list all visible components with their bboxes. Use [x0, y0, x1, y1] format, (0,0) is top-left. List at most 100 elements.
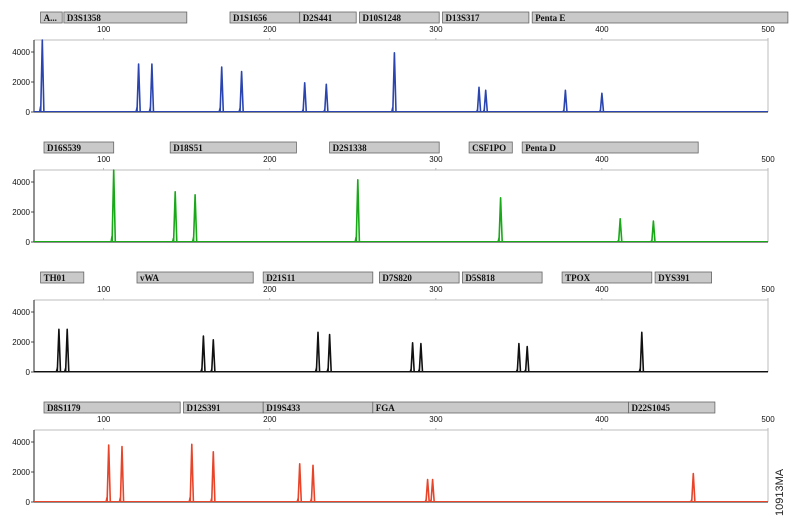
- stutter-peak: [209, 497, 213, 503]
- locus-label: D16S539: [47, 143, 82, 153]
- peak: [425, 478, 430, 503]
- locus-label: TH01: [44, 273, 67, 283]
- stutter-peak: [562, 109, 565, 113]
- peak: [136, 63, 141, 113]
- locus-label: D13S317: [446, 13, 481, 23]
- locus-label: D18S51: [173, 143, 203, 153]
- stutter-peak: [135, 106, 139, 113]
- peak: [617, 218, 623, 243]
- x-tick-label: 100: [97, 285, 111, 294]
- x-tick-label: 200: [263, 155, 277, 164]
- x-tick-label: 500: [761, 285, 775, 294]
- peak: [111, 169, 117, 243]
- locus-label: D7S820: [382, 273, 412, 283]
- locus-bar: [654, 271, 712, 284]
- locus-label: D21S11: [266, 273, 296, 283]
- y-tick-label: 2000: [12, 338, 30, 347]
- peak: [599, 92, 605, 113]
- peak: [651, 220, 656, 243]
- locus-label: D5S818: [465, 273, 495, 283]
- peak: [189, 443, 195, 503]
- peak: [239, 70, 244, 113]
- stutter-peak: [191, 236, 195, 243]
- stutter-peak: [55, 367, 59, 373]
- peak: [355, 179, 361, 243]
- panel-2: D16S539 D18S51 D2S1338 CSF1PO Penta D 100 200 3…: [12, 141, 775, 247]
- x-tick-label: 400: [595, 285, 609, 294]
- locus-label: FGA: [376, 403, 395, 413]
- locus-bar: [442, 11, 530, 24]
- stutter-peak: [598, 109, 602, 113]
- x-tick-label: 200: [263, 25, 277, 34]
- locus-bar: [40, 271, 85, 284]
- peak: [302, 82, 308, 113]
- x-tick-label: 100: [97, 415, 111, 424]
- x-tick-label: 100: [97, 155, 111, 164]
- locus-label: TPOX: [565, 273, 591, 283]
- peak: [524, 345, 530, 373]
- stutter-peak: [171, 237, 175, 243]
- peak: [56, 328, 62, 373]
- locus-bar: [378, 271, 460, 284]
- stutter-peak: [209, 368, 213, 373]
- y-tick-label: 0: [26, 498, 31, 507]
- stutter-peak: [110, 236, 114, 243]
- peak: [690, 472, 696, 503]
- peak: [39, 39, 45, 113]
- locus-label: A...: [44, 13, 57, 23]
- locus-label: D12S391: [187, 403, 222, 413]
- x-tick-label: 400: [595, 25, 609, 34]
- peak: [192, 194, 198, 243]
- locus-bar: [299, 11, 357, 24]
- locus-label: D22S1045: [632, 403, 671, 413]
- figure-id-label: 10913MA: [772, 450, 788, 520]
- locus-bar: [561, 271, 653, 284]
- y-tick-label: 0: [26, 108, 31, 117]
- peak: [297, 463, 303, 503]
- peak: [119, 445, 125, 503]
- locus-bar: [169, 141, 297, 154]
- stutter-peak: [515, 368, 519, 373]
- peak: [498, 197, 503, 243]
- locus-bar: [359, 11, 440, 24]
- peak: [563, 89, 568, 113]
- peak: [476, 86, 482, 113]
- stutter-peak: [390, 107, 394, 113]
- stutter-peak: [105, 497, 109, 503]
- x-tick-label: 500: [761, 415, 775, 424]
- locus-bar: [628, 401, 716, 414]
- y-tick-label: 0: [26, 368, 31, 377]
- x-tick-label: 200: [263, 285, 277, 294]
- peak: [430, 478, 435, 503]
- locus-bar: [63, 11, 188, 24]
- stutter-peak: [296, 497, 300, 503]
- locus-bar: [531, 11, 789, 24]
- peak: [516, 342, 522, 373]
- peak: [310, 464, 316, 503]
- locus-label: D19S433: [266, 403, 301, 413]
- peak: [201, 335, 206, 373]
- x-tick-label: 100: [97, 25, 111, 34]
- locus-bar: [262, 271, 374, 284]
- x-tick-label: 300: [429, 285, 443, 294]
- peak: [392, 52, 397, 113]
- peak: [172, 191, 178, 243]
- locus-label: D2S441: [303, 13, 333, 23]
- stutter-peak: [424, 499, 427, 503]
- peak: [210, 339, 216, 373]
- peak: [219, 66, 225, 113]
- locus-label: D2S1338: [333, 143, 368, 153]
- locus-bar: [329, 141, 440, 154]
- peak: [210, 451, 216, 503]
- stutter-peak: [523, 368, 527, 373]
- peak: [323, 83, 329, 113]
- stutter-peak: [314, 367, 318, 373]
- stutter-peak: [63, 367, 67, 373]
- locus-bar: [372, 401, 629, 414]
- peak: [418, 342, 424, 373]
- x-tick-label: 300: [429, 415, 443, 424]
- y-tick-label: 4000: [12, 438, 30, 447]
- peak: [483, 89, 489, 113]
- stutter-peak: [482, 109, 486, 113]
- locus-label: D3S1358: [67, 13, 102, 23]
